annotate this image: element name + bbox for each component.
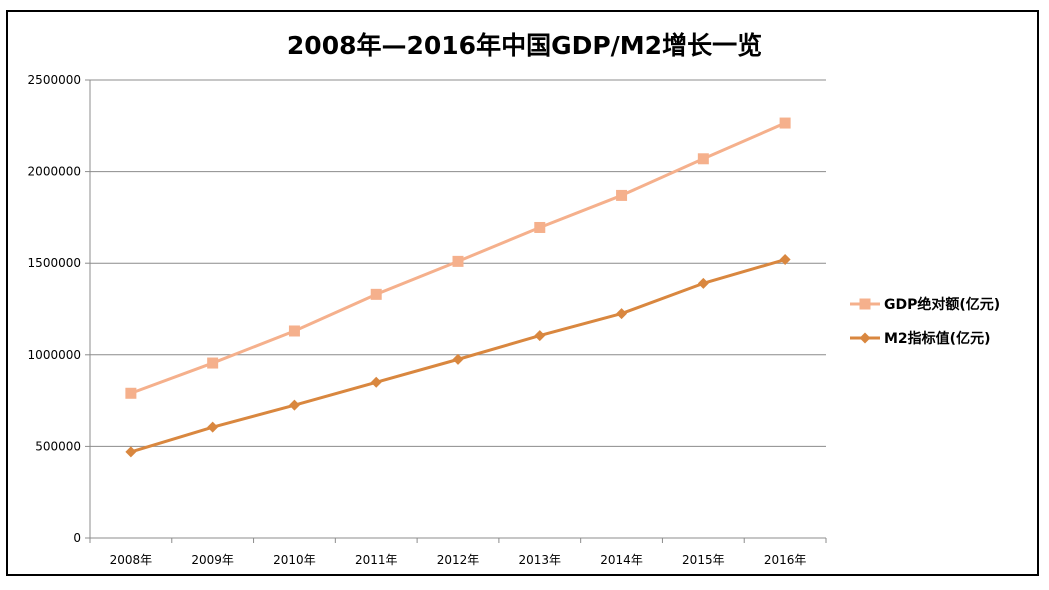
y-tick-label: 2500000	[28, 73, 81, 87]
x-tick-label: 2013年	[519, 553, 562, 567]
x-tick-label: 2016年	[764, 553, 807, 567]
x-tick-label: 2009年	[191, 553, 234, 567]
x-tick-label: 2015年	[682, 553, 725, 567]
data-point	[534, 330, 546, 342]
chart-frame: 2008年—2016年中国GDP/M2增长一览 0 500000 1000000 15…	[6, 10, 1039, 576]
data-point	[616, 189, 628, 201]
y-tick-label: 1500000	[28, 256, 81, 270]
data-point	[125, 446, 137, 458]
y-tick-label: 0	[73, 531, 81, 545]
y-tick-label: 1000000	[28, 348, 81, 362]
data-point	[288, 399, 300, 411]
legend-label: GDP绝对额(亿元)	[884, 296, 1000, 313]
series-layer	[125, 117, 791, 458]
data-point	[779, 254, 791, 266]
legend-marker	[859, 332, 871, 344]
series-2	[125, 254, 791, 458]
x-tick-label: 2012年	[437, 553, 480, 567]
data-point	[207, 357, 219, 369]
data-point	[452, 255, 464, 267]
data-point	[452, 353, 464, 365]
legend: GDP绝对额(亿元) M2指标值(亿元)	[850, 296, 1000, 347]
x-tick-label: 2008年	[110, 553, 153, 567]
chart-title: 2008年—2016年中国GDP/M2增长一览	[286, 31, 763, 60]
x-tick-label: 2011年	[355, 553, 398, 567]
x-tick-label: 2014年	[600, 553, 643, 567]
legend-marker	[859, 298, 871, 310]
line-chart: 0 500000 1000000 1500000 2000000 2500000 2008年…	[28, 73, 1001, 567]
data-point	[534, 221, 546, 233]
series-1	[125, 117, 791, 399]
y-tick-label: 500000	[35, 439, 81, 453]
data-point	[779, 117, 791, 129]
data-point	[288, 325, 300, 337]
data-point	[697, 153, 709, 165]
data-point	[207, 421, 219, 433]
x-tick-label: 2010年	[273, 553, 316, 567]
legend-label: M2指标值(亿元)	[884, 330, 990, 347]
data-point	[616, 308, 628, 320]
axes: 0 500000 1000000 1500000 2000000 2500000 2008年…	[28, 73, 827, 567]
data-point	[125, 387, 137, 399]
legend-entry-2: M2指标值(亿元)	[850, 330, 990, 347]
data-point	[370, 376, 382, 388]
data-point	[697, 277, 709, 289]
legend-entry-1: GDP绝对额(亿元)	[850, 296, 1000, 313]
data-point	[370, 288, 382, 300]
y-tick-label: 2000000	[28, 165, 81, 179]
